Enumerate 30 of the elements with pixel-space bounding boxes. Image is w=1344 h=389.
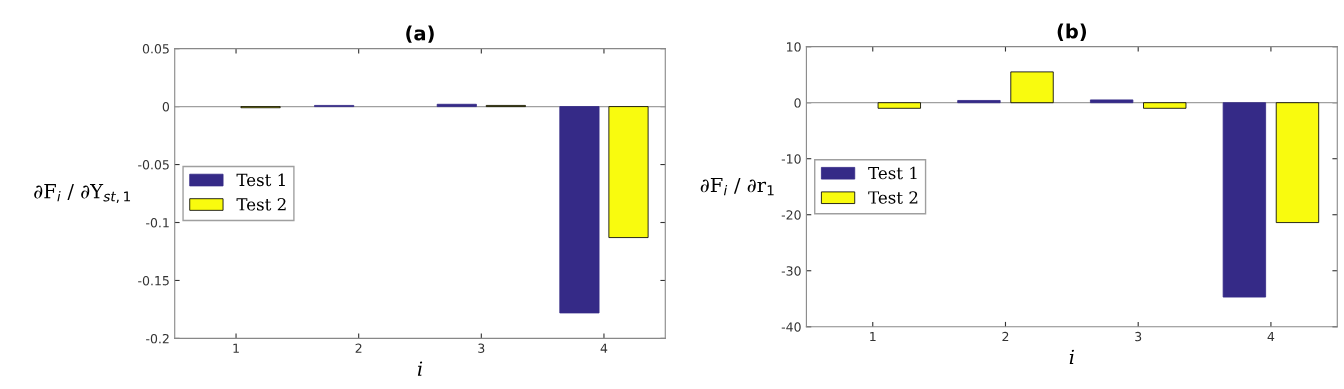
chart-title: (a) [406, 25, 434, 43]
chart-title: (b) [1057, 23, 1087, 41]
y-axis-title: ∂F$_{i}$ / ∂r$_{1}$ [700, 177, 774, 196]
y-tick-label: -10 [781, 154, 801, 164]
x-tick-label: 3 [1135, 331, 1142, 342]
y-tick-label: 0.05 [142, 44, 169, 54]
x-axis-title: i [1069, 349, 1074, 365]
legend-label: Test 2 [868, 191, 918, 204]
x-tick-label: 2 [1002, 331, 1009, 342]
legend-label: Test 1 [236, 173, 285, 187]
y-tick-label: 0 [794, 98, 801, 108]
y-tick-label: -0.05 [138, 160, 169, 170]
y-axis-title: ∂F$_{i}$ / ∂Y$_{st,1}$ [34, 184, 131, 203]
y-tick-label: -40 [781, 322, 801, 332]
x-tick-label: 2 [355, 343, 362, 353]
y-tick-label: -0.2 [146, 333, 169, 344]
x-tick-label: 1 [870, 332, 876, 342]
x-tick-label: 4 [600, 343, 608, 353]
y-tick-label: -30 [781, 266, 801, 276]
x-tick-label: 4 [1267, 332, 1275, 342]
x-tick-label: 3 [478, 343, 485, 353]
x-axis-title: i [417, 361, 423, 376]
y-tick-label: -0.1 [146, 217, 169, 228]
y-tick-label: -0.15 [138, 275, 169, 286]
y-tick-label: 10 [787, 42, 801, 52]
y-tick-label: 0 [162, 102, 170, 112]
x-tick-label: 1 [233, 343, 239, 353]
legend-label: Test 2 [236, 197, 286, 211]
y-tick-label: -20 [781, 210, 801, 220]
legend-label: Test 1 [868, 166, 917, 180]
